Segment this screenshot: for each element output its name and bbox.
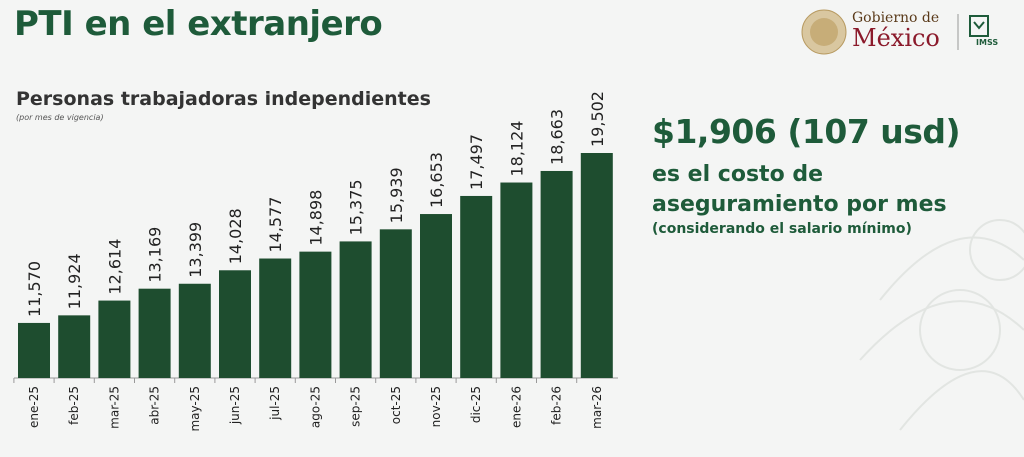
value-label-feb-25: 11,924	[65, 253, 84, 309]
bar-sep-25	[339, 241, 372, 378]
x-tick-label-oct-25: oct-25	[389, 386, 403, 424]
bar-may-25	[178, 283, 211, 378]
x-tick-label-ene-25: ene-25	[27, 386, 41, 428]
bar-jul-25	[259, 258, 292, 378]
x-tick-label-jun-25: jun-25	[228, 386, 242, 425]
price-description: es el costo de aseguramiento por mes	[652, 162, 947, 217]
x-tick-label-may-25: may-25	[188, 386, 202, 432]
imss-logo-text: IMSS	[976, 38, 999, 47]
value-label-mar-25: 12,614	[105, 239, 124, 295]
bar-chart: 11,570 ene-25 11,924 feb-25 12,614 mar-25 13,1…	[13, 91, 618, 432]
value-label-jun-25: 14,028	[226, 208, 245, 264]
x-tick-label-abr-25: abr-25	[148, 386, 162, 425]
price-value: $1,906 (107 usd)	[652, 112, 961, 151]
value-label-may-25: 13,399	[186, 222, 205, 278]
x-tick-label-feb-25: feb-25	[67, 386, 81, 425]
value-label-ene-26: 18,124	[507, 121, 526, 177]
price-note: (considerando el salario mínimo)	[652, 221, 912, 237]
x-tick-label-ago-25: ago-25	[308, 386, 322, 428]
bar-nov-25	[420, 214, 452, 378]
x-tick-label-jul-25: jul-25	[268, 386, 282, 421]
x-tick-label-sep-25: sep-25	[349, 386, 363, 427]
bar-dic-25	[460, 195, 493, 378]
bar-feb-26	[540, 170, 573, 378]
x-tick-label-mar-25: mar-25	[107, 386, 121, 429]
value-label-nov-25: 16,653	[427, 152, 446, 208]
bar-feb-25	[58, 315, 91, 378]
value-label-oct-25: 15,939	[387, 167, 406, 223]
chart-title: Personas trabajadoras independientes	[16, 88, 431, 110]
value-label-ago-25: 14,898	[306, 190, 325, 246]
bar-abr-25	[138, 288, 171, 378]
value-label-feb-26: 18,663	[548, 109, 567, 165]
value-label-ene-25: 11,570	[25, 261, 44, 317]
value-label-mar-26: 19,502	[588, 91, 607, 147]
value-label-jul-25: 14,577	[266, 197, 285, 253]
x-tick-label-mar-26: mar-26	[590, 386, 604, 429]
value-label-abr-25: 13,169	[146, 227, 165, 283]
logo-text-main: México	[852, 24, 940, 52]
x-tick-label-dic-25: dic-25	[469, 386, 483, 423]
x-tick-label-ene-26: ene-26	[509, 386, 523, 428]
bar-ene-26	[500, 182, 533, 378]
page-title: PTI en el extranjero	[14, 4, 383, 44]
value-label-sep-25: 15,375	[347, 179, 366, 235]
bar-mar-26	[580, 153, 613, 378]
bar-oct-25	[379, 229, 412, 378]
x-tick-label-feb-26: feb-26	[550, 386, 564, 425]
gobierno-mexico-logo	[801, 9, 989, 55]
x-tick-label-nov-25: nov-25	[429, 386, 443, 427]
logo-text-top: Gobierno de	[852, 10, 940, 26]
value-label-dic-25: 17,497	[467, 134, 486, 190]
bar-ene-25	[18, 322, 50, 378]
bar-ago-25	[299, 251, 332, 378]
chart-subtitle: (por mes de vigencia)	[16, 113, 104, 122]
bar-mar-25	[98, 300, 131, 378]
bar-jun-25	[219, 270, 251, 378]
